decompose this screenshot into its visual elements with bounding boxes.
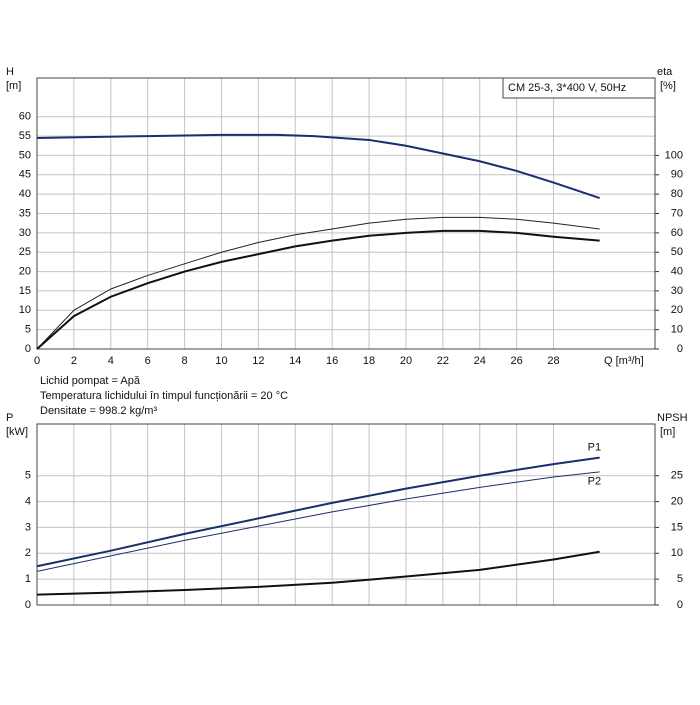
title-box [502,77,656,99]
x-tick-label: 20 [400,355,412,367]
y2-tick-label: 5 [677,573,683,585]
y2-tick-label: 40 [671,265,683,277]
y2-axis-label: eta [657,66,673,78]
y-tick-label: 20 [19,265,31,277]
x-tick-label: 10 [215,355,227,367]
y-tick-label: 0 [25,599,31,611]
y2-tick-label: 15 [671,521,683,533]
y2-tick-label: 90 [671,169,683,181]
chart-title: CM 25-3, 3*400 V, 50Hz [508,82,626,94]
y-tick-label: 0 [25,343,31,355]
x-tick-label: 6 [145,355,151,367]
y2-tick-label: 20 [671,495,683,507]
y2-tick-label: 50 [671,246,683,258]
y-tick-label: 30 [19,227,31,239]
note: Lichid pompat = Apă [40,375,141,387]
x-tick-label: 8 [182,355,188,367]
series-label: P1 [588,442,601,454]
y-axis-unit: [m] [6,80,21,92]
y2-tick-label: 0 [677,343,683,355]
y-tick-label: 5 [25,324,31,336]
y-tick-label: 35 [19,207,31,219]
y2-tick-label: 70 [671,207,683,219]
series-line [36,456,600,568]
y2-axis-unit: [%] [660,80,676,92]
y-axis-label: H [6,66,14,78]
x-tick-label: 4 [108,355,114,367]
series-label: P2 [588,476,601,488]
y-axis-label: P [6,412,13,424]
y2-axis-unit: [m] [660,426,675,438]
x-tick-label: 0 [34,355,40,367]
y2-tick-label: 10 [671,324,683,336]
y-tick-label: 60 [19,111,31,123]
y2-tick-label: 30 [671,285,683,297]
y-tick-label: 3 [25,521,31,533]
y-axis-unit: [kW] [6,426,28,438]
y2-axis-label: NPSH [657,412,688,424]
series-line [36,550,600,596]
x-tick-label: 2 [71,355,77,367]
y-tick-label: 45 [19,169,31,181]
x-tick-label: 18 [363,355,375,367]
y-tick-label: 25 [19,246,31,258]
y2-tick-label: 80 [671,188,683,200]
note: Densitate = 998.2 kg/m³ [40,405,157,417]
y-tick-label: 2 [25,547,31,559]
y-tick-label: 10 [19,304,31,316]
y2-tick-label: 25 [671,470,683,482]
y2-tick-label: 20 [671,304,683,316]
y-tick-label: 4 [25,495,31,507]
x-tick-label: 16 [326,355,338,367]
note: Temperatura lichidului în timpul funcțio… [40,390,288,402]
x-tick-label: 24 [474,355,486,367]
y2-tick-label: 0 [677,599,683,611]
y2-tick-label: 10 [671,547,683,559]
series-line [36,216,600,350]
y-tick-label: 15 [19,285,31,297]
y-tick-label: 40 [19,188,31,200]
y-tick-label: 50 [19,149,31,161]
y-tick-label: 55 [19,130,31,142]
x-axis-label: Q [m³/h] [604,355,644,367]
x-tick-label: 14 [289,355,301,367]
x-tick-label: 28 [547,355,559,367]
y-tick-label: 5 [25,470,31,482]
y2-tick-label: 60 [671,227,683,239]
series-line [36,471,600,572]
x-tick-label: 12 [252,355,264,367]
series-line [36,229,600,350]
y-tick-label: 1 [25,573,31,585]
plot-frame [36,77,656,350]
series-line [36,133,600,199]
plot-frame [36,423,656,606]
x-tick-label: 26 [511,355,523,367]
x-tick-label: 22 [437,355,449,367]
y2-tick-label: 100 [665,149,683,161]
